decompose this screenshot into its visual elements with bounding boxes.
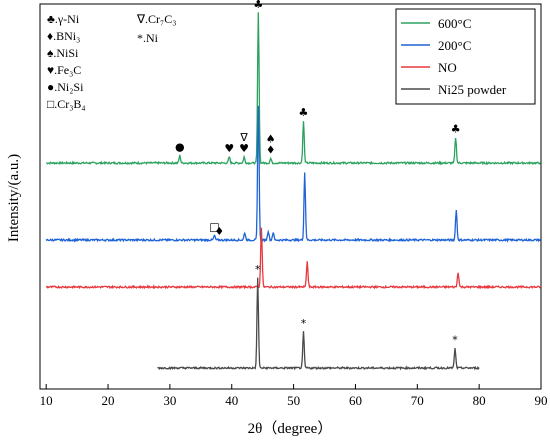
phase-key-entry: □.Cr₃B₄	[47, 97, 86, 111]
peak-marker: *	[255, 263, 261, 276]
phase-key-entry: ♠.NiSi	[47, 46, 79, 60]
phase-key-entry: ♣.γ-Ni	[47, 12, 80, 26]
legend-box	[395, 8, 536, 105]
y-axis-title: Intensity/(a.u.)	[6, 154, 22, 242]
series-line-1	[45, 105, 542, 243]
phase-key-entry: ●.Ni₂Si	[47, 80, 84, 94]
peak-marker: ∇	[239, 131, 248, 144]
peak-marker: ♠	[266, 133, 276, 146]
peak-marker: ♣	[253, 0, 263, 11]
peak-markers: ♣♥♣♣●♥♥∇♦♠□♦***	[175, 0, 461, 347]
peak-marker: *	[301, 317, 307, 330]
peak-marker: ♣	[451, 123, 461, 136]
peak-marker: □	[209, 221, 219, 234]
peak-marker: ♥	[224, 142, 234, 155]
peak-marker: ♥	[239, 142, 249, 155]
peak-marker: ♦	[266, 144, 276, 157]
x-tick-label: 60	[349, 393, 362, 408]
phase-key-entry: ♦.BNi₃	[47, 29, 80, 43]
legend-label: 600°C	[438, 16, 471, 31]
plot-frame	[39, 3, 542, 390]
peak-marker: ♣	[299, 106, 309, 119]
series-line-0	[46, 12, 542, 166]
peak-marker: ♦	[214, 225, 224, 238]
phase-key-entry: ∇.Cr₇C₃	[136, 12, 176, 26]
series-layer	[45, 12, 542, 371]
x-tick-label: 20	[102, 393, 115, 408]
legend-label: NO	[438, 60, 457, 75]
x-tick-label: 40	[225, 393, 238, 408]
legend-label: Ni25 powder	[438, 82, 507, 97]
peak-marker: ●	[175, 141, 185, 154]
x-axis-title: 2θ（degree）	[248, 420, 333, 437]
legend-label: 200°C	[438, 38, 471, 53]
phase-key-entry: ♥.Fe₃C	[47, 63, 81, 77]
legend: 600°C 200°C NO Ni25 powder	[395, 8, 536, 105]
x-tick-label: 90	[535, 393, 548, 408]
series-line-3	[157, 277, 480, 371]
peak-marker: *	[452, 334, 458, 347]
phase-key-entry: *.Ni	[137, 31, 159, 45]
x-axis-ticks: 10 20 30 40 50 60 70 80 90	[40, 384, 548, 408]
phase-key: ♣.γ-Ni ♦.BNi₃ ♠.NiSi ♥.Fe₃C ●.Ni₂Si □.Cr₃B₄ ∇.…	[47, 12, 176, 111]
x-tick-label: 80	[473, 393, 486, 408]
x-tick-label: 70	[411, 393, 424, 408]
x-tick-label: 30	[163, 393, 176, 408]
series-line-2	[45, 227, 542, 290]
x-tick-label: 50	[287, 393, 300, 408]
x-tick-label: 10	[40, 393, 53, 408]
